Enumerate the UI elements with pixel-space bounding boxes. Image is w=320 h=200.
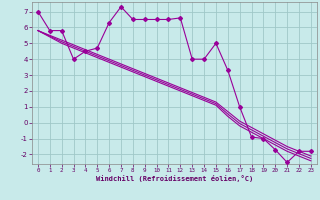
X-axis label: Windchill (Refroidissement éolien,°C): Windchill (Refroidissement éolien,°C) (96, 175, 253, 182)
